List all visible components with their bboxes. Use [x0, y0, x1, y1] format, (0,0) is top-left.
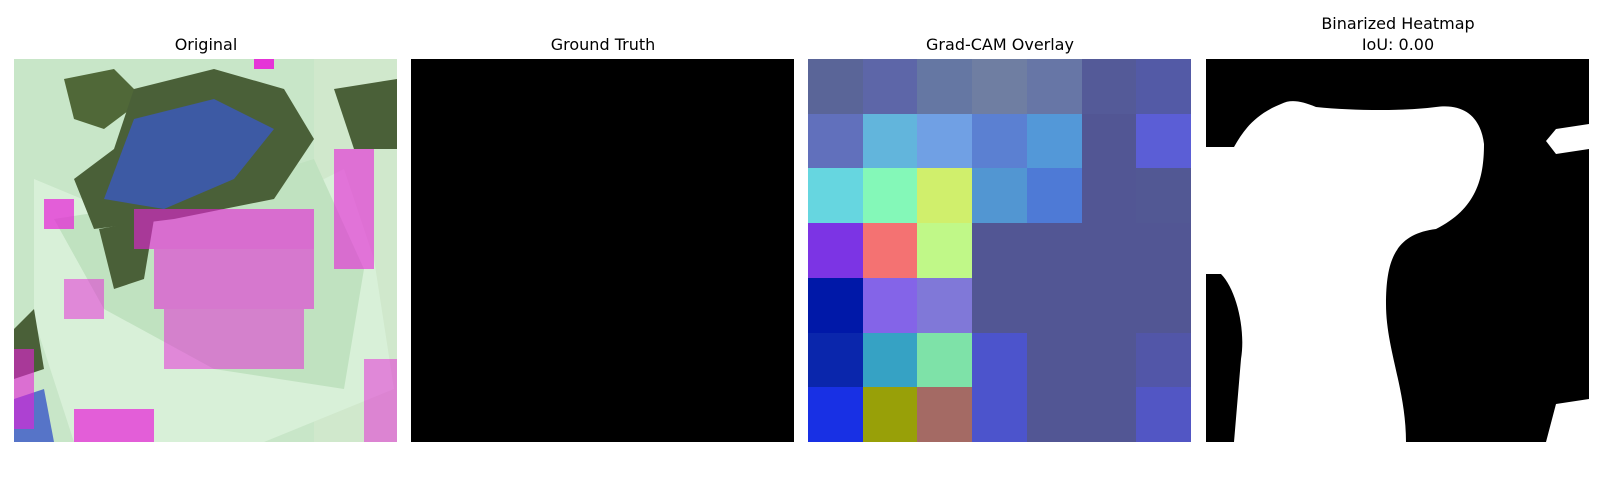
gradcam-cell [1136, 332, 1191, 388]
gradcam-cell [917, 277, 973, 333]
gradcam-image [808, 59, 1191, 442]
gradcam-cell [1081, 223, 1137, 278]
gradcam-cell [1136, 59, 1191, 114]
gradcam-cell [862, 223, 918, 278]
gradcam-cell [1081, 113, 1137, 169]
gradcam-cell [1026, 277, 1082, 333]
gradcam-cell [917, 387, 973, 442]
gradcam-title: Grad-CAM Overlay [926, 35, 1074, 54]
gradcam-cell [808, 59, 863, 114]
gradcam-cell [862, 113, 918, 169]
gradcam-cell [972, 223, 1027, 278]
gradcam-cell [1136, 168, 1191, 224]
gradcam-cell [972, 277, 1027, 333]
binarized-title: Binarized Heatmap [1321, 14, 1475, 33]
iou-label: IoU: 0.00 [1361, 35, 1435, 54]
ground-truth-image [411, 59, 794, 442]
gradcam-cell [1136, 277, 1191, 333]
gradcam-cell [1081, 59, 1137, 114]
gradcam-cell [808, 387, 863, 442]
gradcam-cell [972, 387, 1027, 442]
gradcam-cell [862, 59, 918, 114]
gradcam-cell [972, 168, 1027, 224]
gradcam-cell [1026, 332, 1082, 388]
gradcam-cell [1026, 59, 1082, 114]
original-panel: Original [14, 0, 398, 442]
gradcam-cell [808, 332, 863, 388]
gradcam-cell [917, 168, 973, 224]
gradcam-cell [972, 332, 1027, 388]
gradcam-cell [1081, 332, 1137, 388]
gradcam-cell [1026, 223, 1082, 278]
gradcam-heatmap-grid [808, 59, 1191, 442]
gradcam-cell [808, 113, 863, 169]
original-image [14, 59, 397, 442]
gradcam-cell [808, 277, 863, 333]
gradcam-cell [1136, 387, 1191, 442]
gradcam-cell [1026, 113, 1082, 169]
gradcam-cell [862, 277, 918, 333]
gradcam-cell [808, 168, 863, 224]
gradcam-cell [1136, 113, 1191, 169]
gradcam-panel: Grad-CAM Overlay [808, 0, 1192, 442]
gradcam-cell [972, 59, 1027, 114]
gradcam-cell [917, 223, 973, 278]
gradcam-cell [972, 113, 1027, 169]
gradcam-cell [1026, 387, 1082, 442]
gradcam-cell [808, 223, 863, 278]
binarized-image [1206, 59, 1589, 442]
gradcam-cell [862, 387, 918, 442]
gradcam-cell [1026, 168, 1082, 224]
gradcam-cell [862, 168, 918, 224]
gradcam-cell [917, 332, 973, 388]
original-title: Original [174, 35, 238, 54]
gradcam-cell [1081, 168, 1137, 224]
gradcam-cell [917, 113, 973, 169]
gradcam-cell [917, 59, 973, 114]
ground-truth-title: Ground Truth [550, 35, 656, 54]
gradcam-cell [1081, 387, 1137, 442]
gradcam-cell [1136, 223, 1191, 278]
binarized-panel: Binarized Heatmap IoU: 0.00 [1206, 0, 1590, 442]
gradcam-cell [1081, 277, 1137, 333]
ground-truth-panel: Ground Truth [411, 0, 795, 442]
gradcam-cell [862, 332, 918, 388]
